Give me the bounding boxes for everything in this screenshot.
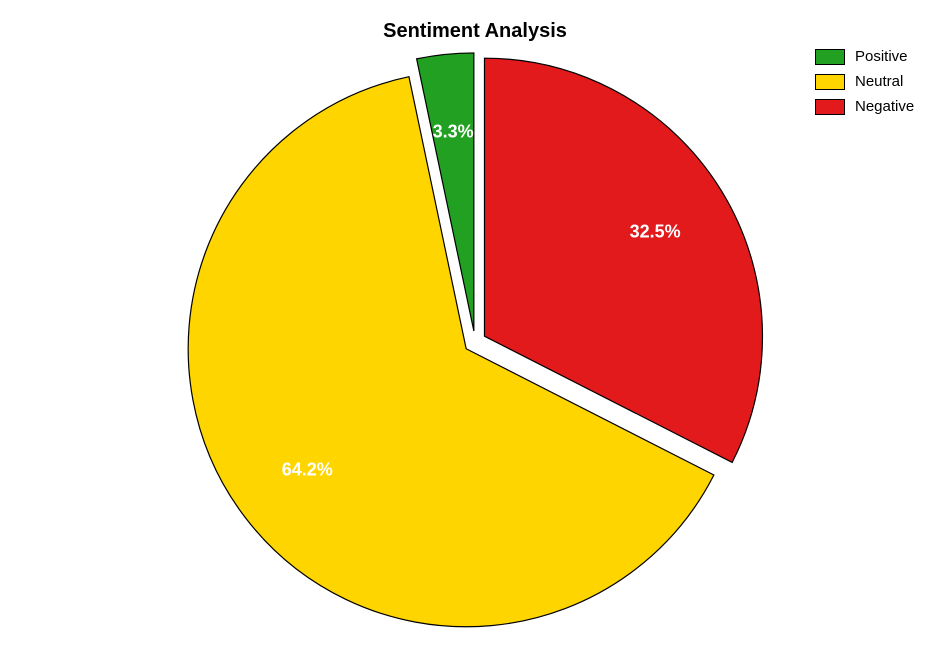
legend-label-positive: Positive [855,48,908,65]
slice-label-negative: 32.5% [630,221,681,242]
slice-label-positive: 3.3% [433,121,474,142]
legend-item-positive: Positive [815,48,914,65]
legend-item-neutral: Neutral [815,73,914,90]
legend-label-neutral: Neutral [855,73,903,90]
slice-label-neutral: 64.2% [282,460,333,481]
legend-item-negative: Negative [815,98,914,115]
legend-swatch-negative [815,99,845,115]
pie-chart [0,0,950,662]
legend-swatch-neutral [815,74,845,90]
legend-swatch-positive [815,49,845,65]
legend-label-negative: Negative [855,98,914,115]
legend: Positive Neutral Negative [815,48,914,123]
